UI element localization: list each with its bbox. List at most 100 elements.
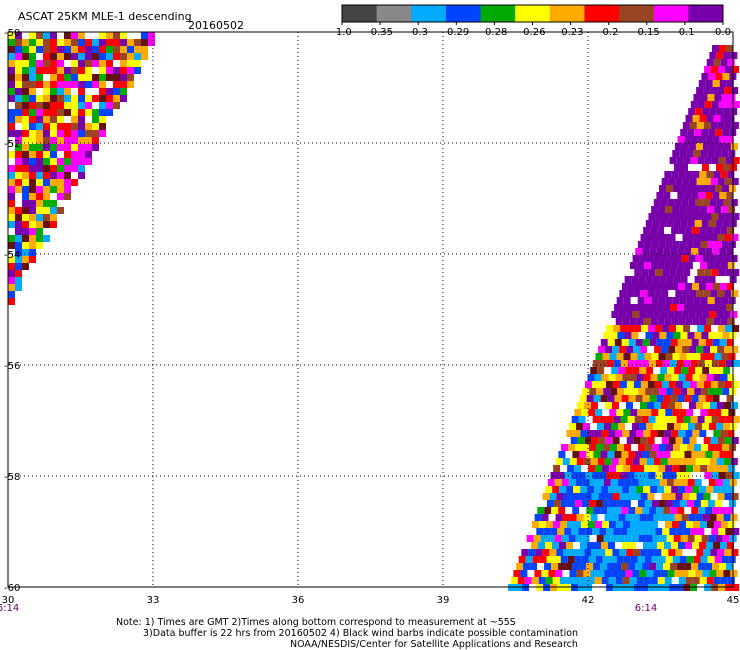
data-cell [577,549,585,556]
data-cell [638,444,646,451]
data-cell [611,423,619,430]
data-cell [653,199,661,206]
data-cell [716,402,724,409]
data-cell [578,416,586,423]
data-cell [685,227,693,234]
data-cell [660,367,668,374]
data-cell [673,276,681,283]
data-cell [638,535,646,542]
data-cell [721,353,729,360]
data-cell [662,213,670,220]
data-cell [671,521,679,528]
data-cell [680,388,688,395]
data-cell [15,214,22,221]
data-cell [644,297,652,304]
data-cell [523,563,531,570]
data-cell [642,283,650,290]
data-cell [50,137,57,144]
data-cell [606,416,614,423]
data-cell [654,493,662,500]
data-cell [696,493,704,500]
data-cell [57,137,64,144]
data-cell [36,193,43,200]
data-cell [716,458,724,465]
data-cell [717,122,725,129]
data-cell [22,249,29,256]
data-cell [614,451,622,458]
data-cell [635,563,643,570]
lon-tick-label: 30 [2,595,15,606]
data-cell [604,423,612,430]
data-cell [719,283,727,290]
data-cell [698,80,706,87]
data-cell [564,472,572,479]
data-cell [43,151,50,158]
data-cell [650,374,658,381]
data-cell [702,570,710,577]
data-cell [43,88,50,95]
data-cell [609,556,617,563]
data-cell [651,556,659,563]
data-cell [695,367,703,374]
data-cell [598,381,606,388]
data-cell [638,332,646,339]
data-cell [715,444,723,451]
colorbar: -1.0 -0.35 -0.3 -0.29 -0.28 -0.26 -0.23 -0.2 -0.… [332,4,731,38]
data-cell [676,325,684,332]
data-cell [664,521,672,528]
data-cell [640,346,648,353]
data-cell [666,535,674,542]
data-cell [654,346,662,353]
data-cell [647,381,655,388]
data-cell [678,171,686,178]
data-cell [120,39,127,46]
data-cell [674,367,682,374]
data-cell [667,402,675,409]
data-cell [708,164,716,171]
data-cell [702,402,710,409]
data-cell [652,479,660,486]
data-cell [606,360,614,367]
data-cell [619,290,627,297]
data-cell [630,353,638,360]
data-cell [605,493,613,500]
data-cell [113,74,120,81]
data-cell [36,144,43,151]
data-cell [64,116,71,123]
data-cell [701,164,709,171]
data-cell [687,535,695,542]
lat-tick-label: -56 [4,361,20,372]
data-cell [695,423,703,430]
data-cell [64,102,71,109]
data-cell [724,381,732,388]
data-cell [695,143,703,150]
data-cell [141,53,148,60]
data-cell [672,297,680,304]
data-cell [573,542,581,549]
data-cell [696,122,704,129]
data-cell [668,437,676,444]
data-cell [691,339,699,346]
data-cell [572,451,580,458]
data-cell [92,95,99,102]
data-cell [677,395,685,402]
data-cell [694,129,702,136]
data-cell [656,248,664,255]
data-cell [561,535,569,542]
data-cell [663,248,671,255]
data-cell [106,95,113,102]
data-cell [701,388,709,395]
data-cell [614,563,622,570]
data-cell [705,507,713,514]
data-cell [721,206,729,213]
data-cell [688,514,696,521]
data-cell [695,255,703,262]
data-cell [578,528,586,535]
data-cell [646,255,654,262]
data-cell [99,102,106,109]
data-cell [621,563,629,570]
data-cell [552,486,560,493]
data-cell [723,52,731,59]
data-cell [721,465,729,472]
data-cell [43,102,50,109]
